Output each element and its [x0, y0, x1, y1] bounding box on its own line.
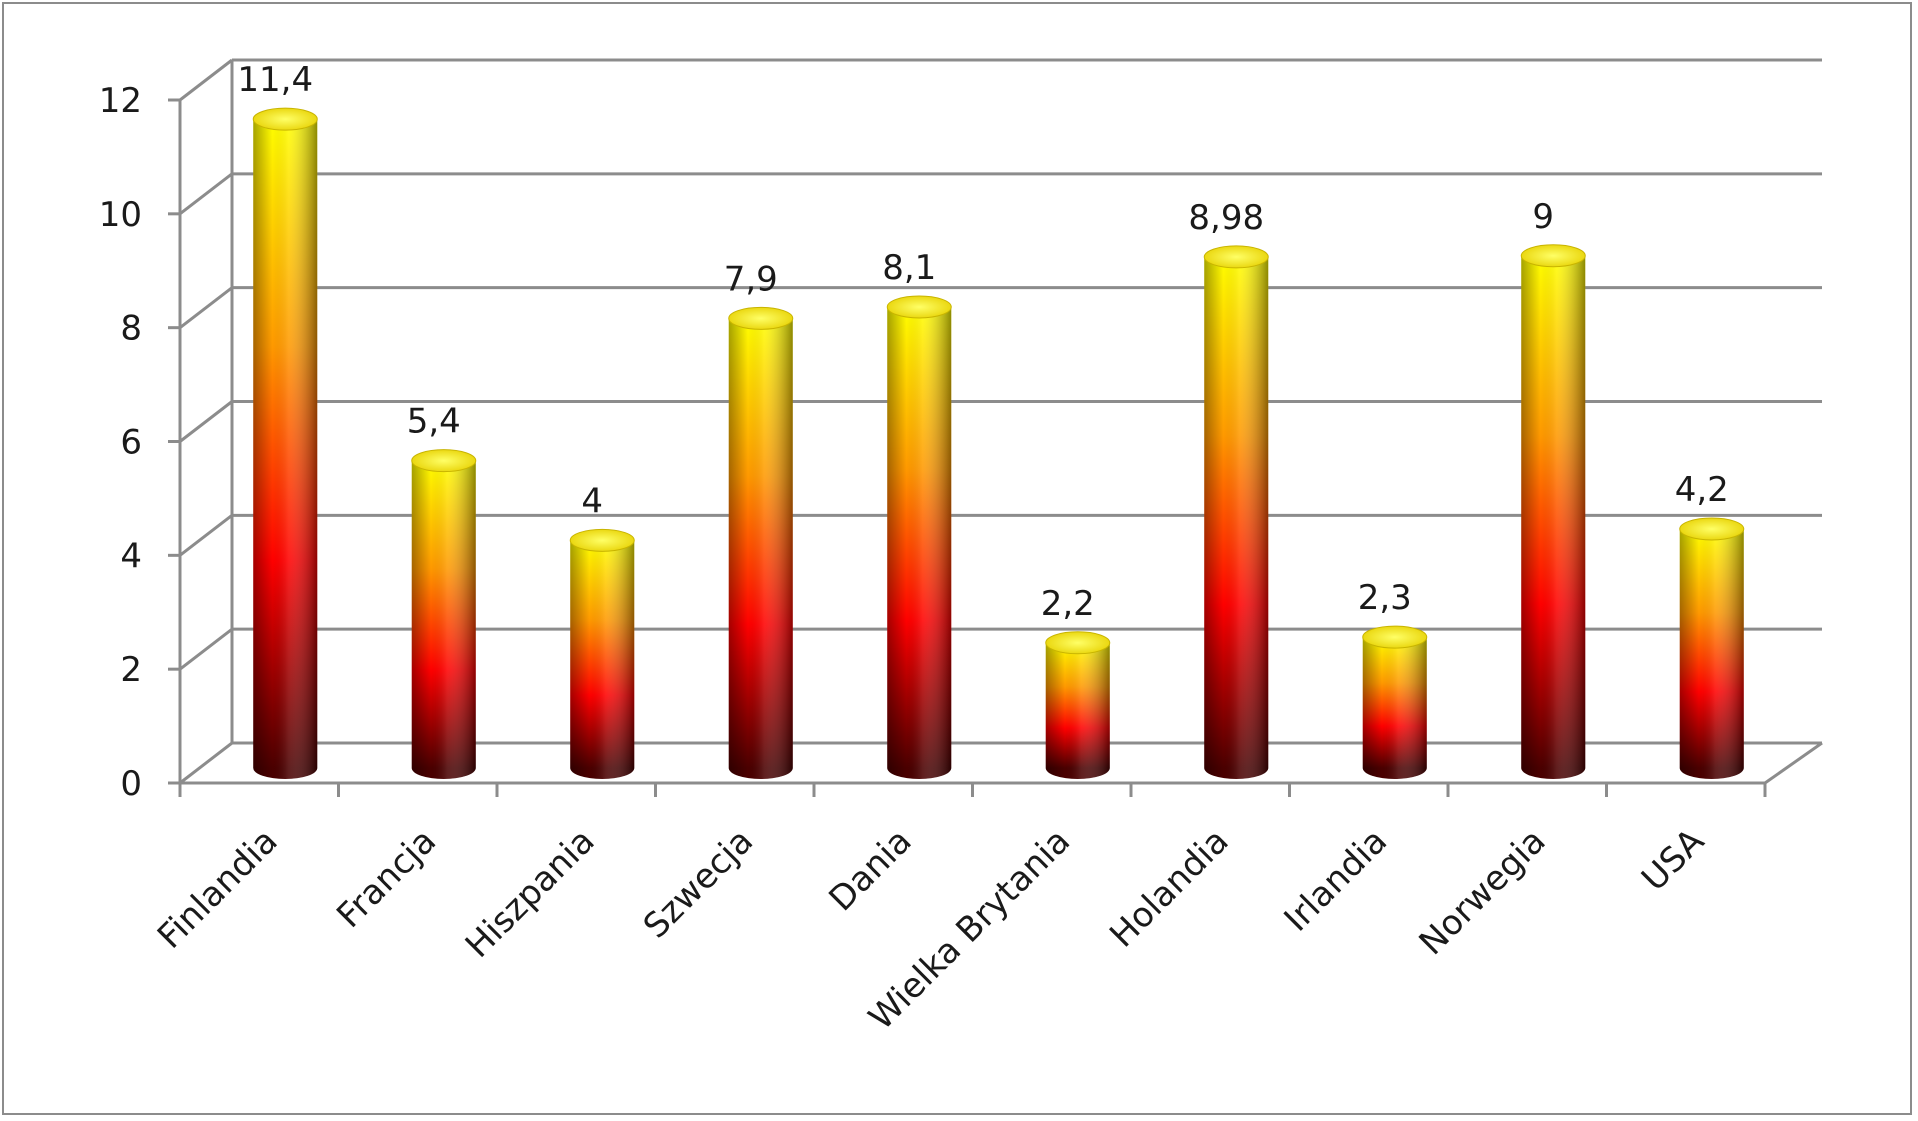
- y-tick-label: 10: [99, 195, 142, 235]
- data-label: 7,9: [724, 259, 778, 299]
- bar-francja: [411, 449, 477, 779]
- bar-dania: [886, 295, 952, 779]
- bar-hiszpania: [569, 528, 635, 779]
- bar-szwecja: [728, 306, 794, 779]
- data-label: 8,98: [1188, 198, 1264, 238]
- x-tick-label: USA: [1634, 821, 1712, 899]
- bar-cap: [252, 107, 318, 131]
- y-tick-label: 12: [99, 81, 142, 121]
- bar-finlandia: [252, 107, 318, 779]
- bar-shading: [887, 306, 952, 779]
- x-tick-label: Irlandia: [1277, 821, 1396, 940]
- bar-shading: [411, 460, 476, 779]
- bar-wielka-brytania: [1045, 631, 1111, 779]
- side-wall-gridline: [179, 514, 233, 557]
- y-tick-label: 4: [120, 536, 142, 576]
- data-label: 11,4: [237, 60, 313, 100]
- x-tick-label: Szwecja: [636, 821, 761, 946]
- bar-cap: [1520, 244, 1586, 268]
- side-wall-gridline: [179, 58, 233, 102]
- bar-shading: [1204, 256, 1269, 780]
- x-tick-label: Norwegia: [1412, 821, 1554, 963]
- side-wall-gridline: [179, 172, 233, 216]
- y-tick-label: 2: [120, 650, 142, 690]
- bar-shading: [1679, 528, 1744, 779]
- data-label: 4: [581, 481, 603, 521]
- side-wall-gridline: [179, 400, 233, 443]
- bar-norwegia: [1520, 244, 1586, 779]
- x-tick-label: Hiszpania: [458, 821, 603, 966]
- bar-shading: [1521, 255, 1586, 779]
- side-wall-gridline: [179, 627, 233, 671]
- y-tick-label: 6: [120, 423, 142, 463]
- data-label: 2,2: [1041, 584, 1095, 624]
- axes: [168, 98, 1823, 797]
- bar-usa: [1679, 517, 1745, 779]
- bar-cap: [728, 306, 794, 330]
- bar-cap: [1045, 631, 1111, 655]
- bar-cap: [411, 449, 477, 473]
- y-tick-label: 8: [120, 309, 142, 349]
- bars: [252, 107, 1745, 780]
- side-wall-gridline: [179, 741, 233, 785]
- bar-shading: [1362, 637, 1427, 779]
- bar-cap: [886, 295, 952, 319]
- x-tick-label: Francja: [329, 821, 444, 936]
- floor-edge: [1764, 741, 1823, 785]
- bar-cap: [1203, 245, 1269, 269]
- x-tick-label: Holandia: [1102, 821, 1236, 955]
- data-label: 9: [1532, 197, 1554, 237]
- bar-cap: [1362, 625, 1428, 649]
- bar-irlandia: [1362, 625, 1428, 779]
- bar-shading: [570, 540, 635, 779]
- bar-holandia: [1203, 245, 1269, 780]
- data-label: 2,3: [1358, 578, 1412, 618]
- side-wall-gridline: [179, 286, 233, 329]
- bar-shading: [1045, 642, 1110, 779]
- data-label: 8,1: [882, 248, 936, 288]
- data-label: 4,2: [1675, 470, 1729, 510]
- bar-cap: [569, 528, 635, 552]
- bar-cap: [1679, 517, 1745, 541]
- data-label: 5,4: [407, 402, 461, 442]
- bar-shading: [253, 119, 318, 779]
- y-tick-label: 0: [120, 764, 142, 804]
- bar-shading: [728, 318, 793, 779]
- x-tick-label: Finlandia: [150, 821, 286, 957]
- x-tick-label: Dania: [821, 821, 919, 919]
